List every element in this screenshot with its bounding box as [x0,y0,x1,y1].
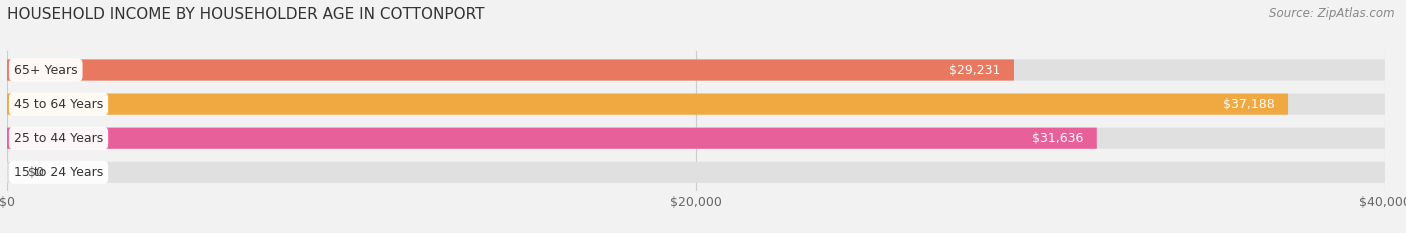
Text: 15 to 24 Years: 15 to 24 Years [14,166,103,179]
FancyBboxPatch shape [7,93,1385,115]
Text: 25 to 44 Years: 25 to 44 Years [14,132,103,145]
FancyBboxPatch shape [7,59,1385,81]
FancyBboxPatch shape [7,162,1385,183]
Text: Source: ZipAtlas.com: Source: ZipAtlas.com [1270,7,1395,20]
FancyBboxPatch shape [7,128,1385,149]
Text: 45 to 64 Years: 45 to 64 Years [14,98,103,111]
FancyBboxPatch shape [7,128,1097,149]
Text: HOUSEHOLD INCOME BY HOUSEHOLDER AGE IN COTTONPORT: HOUSEHOLD INCOME BY HOUSEHOLDER AGE IN C… [7,7,485,22]
FancyBboxPatch shape [7,93,1288,115]
Text: $31,636: $31,636 [1032,132,1083,145]
Text: $29,231: $29,231 [949,64,1000,76]
Text: 65+ Years: 65+ Years [14,64,77,76]
Text: $0: $0 [28,166,44,179]
FancyBboxPatch shape [7,59,1014,81]
Text: $37,188: $37,188 [1222,98,1274,111]
